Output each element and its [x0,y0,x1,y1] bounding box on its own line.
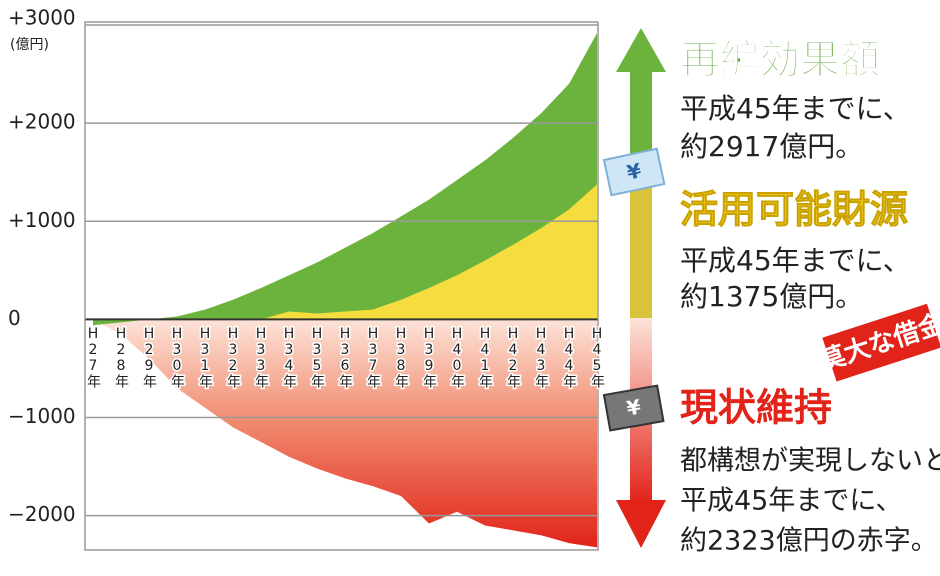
annotation: 平成45年までに、 [680,244,911,277]
annotation: 平成45年までに、 [680,486,903,517]
legend-heading: 現状維持 [680,386,832,430]
annotation: 平成45年までに、 [680,92,911,125]
x-tick-label: H39年 [421,326,437,388]
x-tick-label: H29年 [141,326,157,388]
y-tick-label: +3000 [8,6,76,30]
x-tick-label: H30年 [169,326,185,388]
area [85,319,597,548]
x-tick-label: H31年 [197,326,213,388]
x-tick-label: H27年 [85,326,101,388]
y-tick-label: +1000 [8,208,76,232]
yen-icon: ¥ [625,158,644,184]
plot-frame [84,21,599,551]
x-tick-label: H38年 [393,326,409,388]
x-tick-label: H28年 [113,326,129,388]
legend-heading: 再編効果額 [680,37,880,83]
x-tick-label: H36年 [337,326,353,388]
legend-heading: 活用可能財源 [680,188,908,232]
annotation: 約1375億円。 [680,280,863,313]
arrow: ¥ ¥ [602,28,666,548]
x-tick-label: H43年 [533,326,549,388]
y-tick-label: −1000 [8,404,76,428]
x-tick-label: H45年 [589,326,605,388]
x-tick-label: H32年 [225,326,241,388]
x-tick-label: H40年 [449,326,465,388]
x-tick-label: H34年 [281,326,297,388]
y-tick-label: −2000 [8,502,76,526]
plot: +3000 +2000 +1000 0 −1000 −2000 H27年 H28年 H29年 H3… [8,6,607,551]
x-tick-label: H42年 [505,326,521,388]
yen-icon: ¥ [625,395,643,421]
x-tick-label: H44年 [561,326,577,388]
annotation: 約2917億円。 [680,130,863,163]
x-tick-label: H33年 [253,326,269,388]
x-tick-label: H37年 [365,326,381,388]
area [85,33,597,326]
annotation: 都構想が実現しないと [680,446,940,477]
x-tick-label: H35年 [309,326,325,388]
x-tick-label: H41年 [477,326,493,388]
y-tick-label: +2000 [8,110,76,134]
annotation: 約2323億円の赤字。 [680,526,938,557]
y-unit: (億円) [10,37,49,53]
y-tick-label: 0 [8,306,21,330]
area [85,184,597,320]
